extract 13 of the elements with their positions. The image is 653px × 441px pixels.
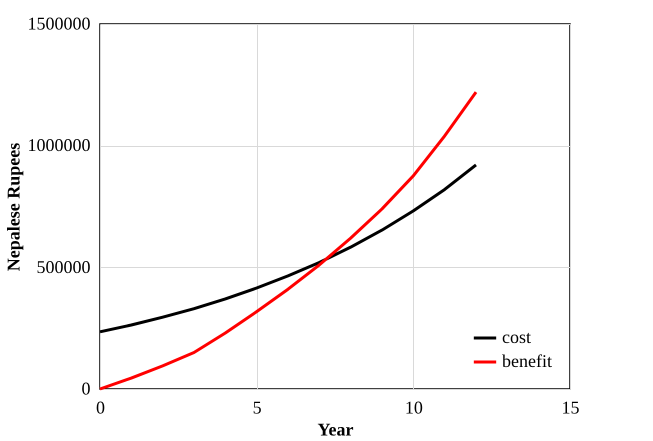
y-axis-title: Nepalese Rupees xyxy=(4,142,24,272)
y-tick-label: 1500000 xyxy=(28,14,90,34)
y-tick-label: 1000000 xyxy=(28,135,90,156)
x-axis-title: Year xyxy=(318,420,354,440)
x-tick-label: 0 xyxy=(96,398,105,418)
line-series xyxy=(98,90,478,390)
legend-label: cost xyxy=(502,327,531,347)
legend-label: benefit xyxy=(502,351,552,371)
x-tick-label: 10 xyxy=(404,398,423,418)
x-tick-label: 5 xyxy=(252,398,262,418)
x-tick-label: 15 xyxy=(562,398,580,418)
y-tick-label: 500000 xyxy=(36,256,90,277)
y-tick-label: 0 xyxy=(82,378,90,398)
